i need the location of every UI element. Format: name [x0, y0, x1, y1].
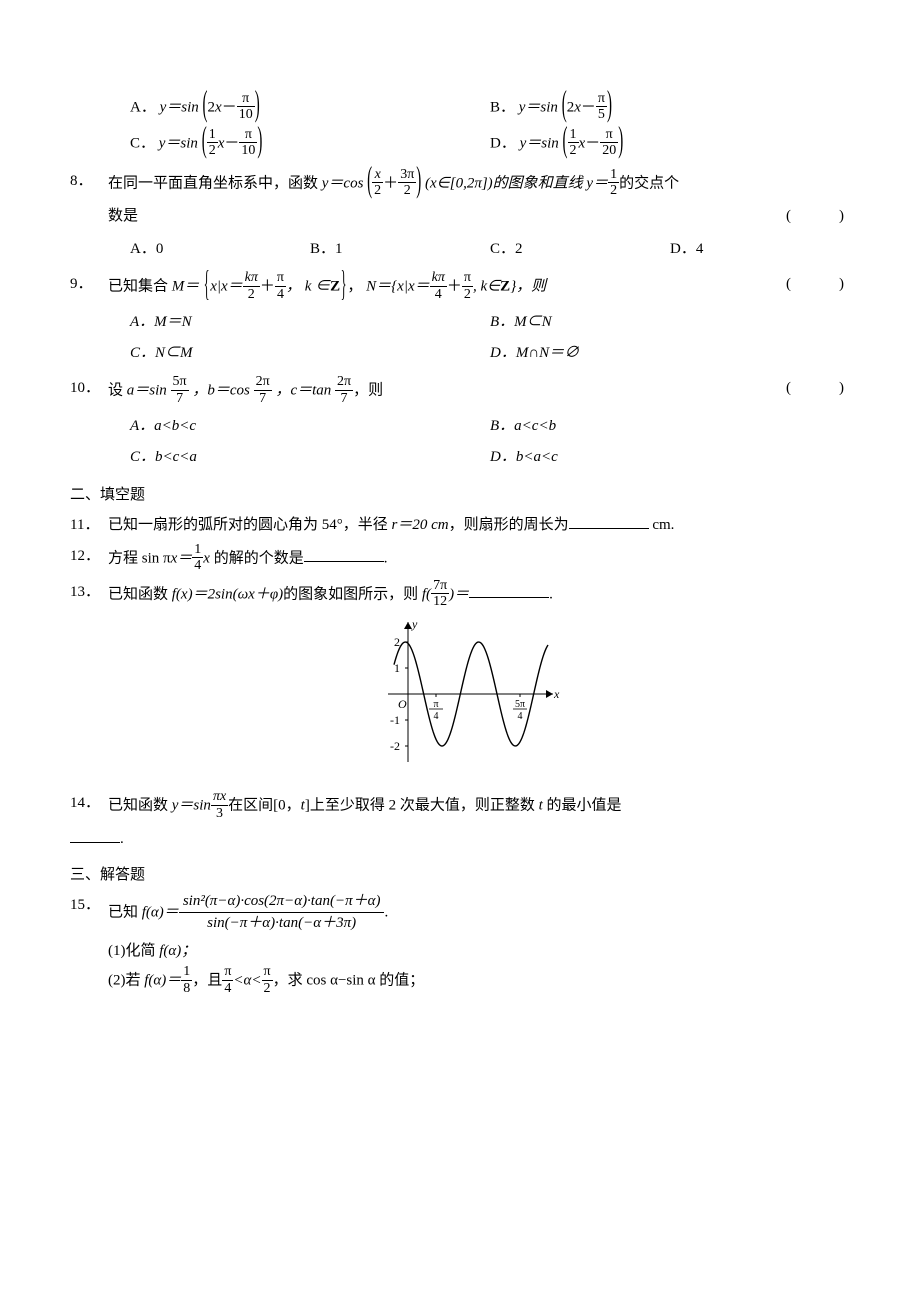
q14-blank-line: .: [70, 826, 850, 853]
svg-text:-1: -1: [390, 713, 400, 727]
q15: 15． 已知 f(α)＝sin²(π−α)·cos(2π−α)·tan(−π＋α…: [70, 892, 850, 934]
svg-text:π: π: [433, 699, 438, 710]
q10-options: A．a<b<c B．a<c<b C．b<c<a D．b<a<c: [70, 411, 850, 473]
q13: 13． 已知函数 f(x)＝2sin(ωx＋φ)的图象如图所示，则 f(7π12…: [70, 579, 850, 611]
q13-number: 13．: [70, 579, 108, 606]
q11: 11． 已知一扇形的弧所对的圆心角为 54°，半径 r＝20 cm，则扇形的周长…: [70, 512, 850, 539]
q8-option-c: C．2: [490, 234, 670, 265]
svg-text:-2: -2: [390, 739, 400, 753]
q10-option-c: C．b<c<a: [130, 442, 490, 473]
q15-part2: (2)若 f(α)＝18，且π4<α<π2，求 cos α−sin α 的值；: [70, 965, 850, 997]
sine-graph: 21-1-2Oyxπ45π4: [360, 614, 560, 774]
q9: 9． 已知集合 M＝ {x|x＝kπ2＋π4， k ∈Z}， N＝{x|x＝kπ…: [70, 271, 850, 303]
svg-text:x: x: [553, 687, 560, 701]
q14-number: 14．: [70, 790, 108, 817]
svg-text:5π: 5π: [515, 699, 525, 710]
q12: 12． 方程 sin πx＝14x 的解的个数是.: [70, 543, 850, 575]
svg-text:y: y: [411, 617, 418, 631]
blank: [469, 582, 549, 598]
section-fill-blank: 二、填空题: [70, 481, 850, 508]
q12-number: 12．: [70, 543, 108, 570]
q7-option-b: B． y＝sin (2x－π5): [490, 90, 850, 126]
q9-options: A．M＝N B．M⊂N C．N⊂M D．M∩N＝∅: [70, 307, 850, 369]
answer-paren: ( ): [786, 203, 850, 230]
svg-text:2: 2: [394, 635, 400, 649]
q8: 8． 在同一平面直角坐标系中，函数 y＝cos (x2＋3π2) (x∈[0,2…: [70, 168, 850, 200]
q8-options: A．0 B．1 C．2 D．4: [70, 234, 850, 265]
q7-option-d: D． y＝sin (12x－π20): [490, 126, 850, 162]
q10: 10． 设 a＝sin 5π7 ，b＝cos 2π7 ，c＝tan 2π7，则 …: [70, 375, 850, 407]
svg-text:4: 4: [434, 711, 439, 722]
svg-text:4: 4: [518, 711, 523, 722]
blank: [304, 546, 384, 562]
q9-number: 9．: [70, 271, 108, 298]
q8-number: 8．: [70, 168, 108, 195]
q8-option-a: A．0: [130, 234, 310, 265]
answer-paren: ( ): [786, 375, 850, 402]
svg-text:O: O: [398, 697, 407, 711]
q10-number: 10．: [70, 375, 108, 402]
q11-number: 11．: [70, 512, 108, 539]
section-solve: 三、解答题: [70, 861, 850, 888]
q8-option-d: D．4: [670, 234, 850, 265]
q8-option-b: B．1: [310, 234, 490, 265]
q15-number: 15．: [70, 892, 108, 919]
q10-option-d: D．b<a<c: [490, 442, 850, 473]
blank: [569, 513, 649, 529]
q10-option-b: B．a<c<b: [490, 411, 850, 442]
q14: 14． 已知函数 y＝sinπx3在区间[0，t]上至少取得 2 次最大值，则正…: [70, 790, 850, 822]
q7-options: A． y＝sin (2x－π10) B． y＝sin (2x－π5) C． y＝…: [70, 90, 850, 162]
q10-option-a: A．a<b<c: [130, 411, 490, 442]
q9-option-a: A．M＝N: [130, 307, 490, 338]
q9-option-b: B．M⊂N: [490, 307, 850, 338]
q9-option-c: C．N⊂M: [130, 338, 490, 369]
q13-figure: 21-1-2Oyxπ45π4: [70, 614, 850, 784]
q7-option-a: A． y＝sin (2x－π10): [130, 90, 490, 126]
q7-option-c: C． y＝sin (12x－π10): [130, 126, 490, 162]
answer-paren: ( ): [786, 271, 850, 298]
q15-part1: (1)化简 f(α)；: [70, 938, 850, 965]
q9-option-d: D．M∩N＝∅: [490, 338, 850, 369]
